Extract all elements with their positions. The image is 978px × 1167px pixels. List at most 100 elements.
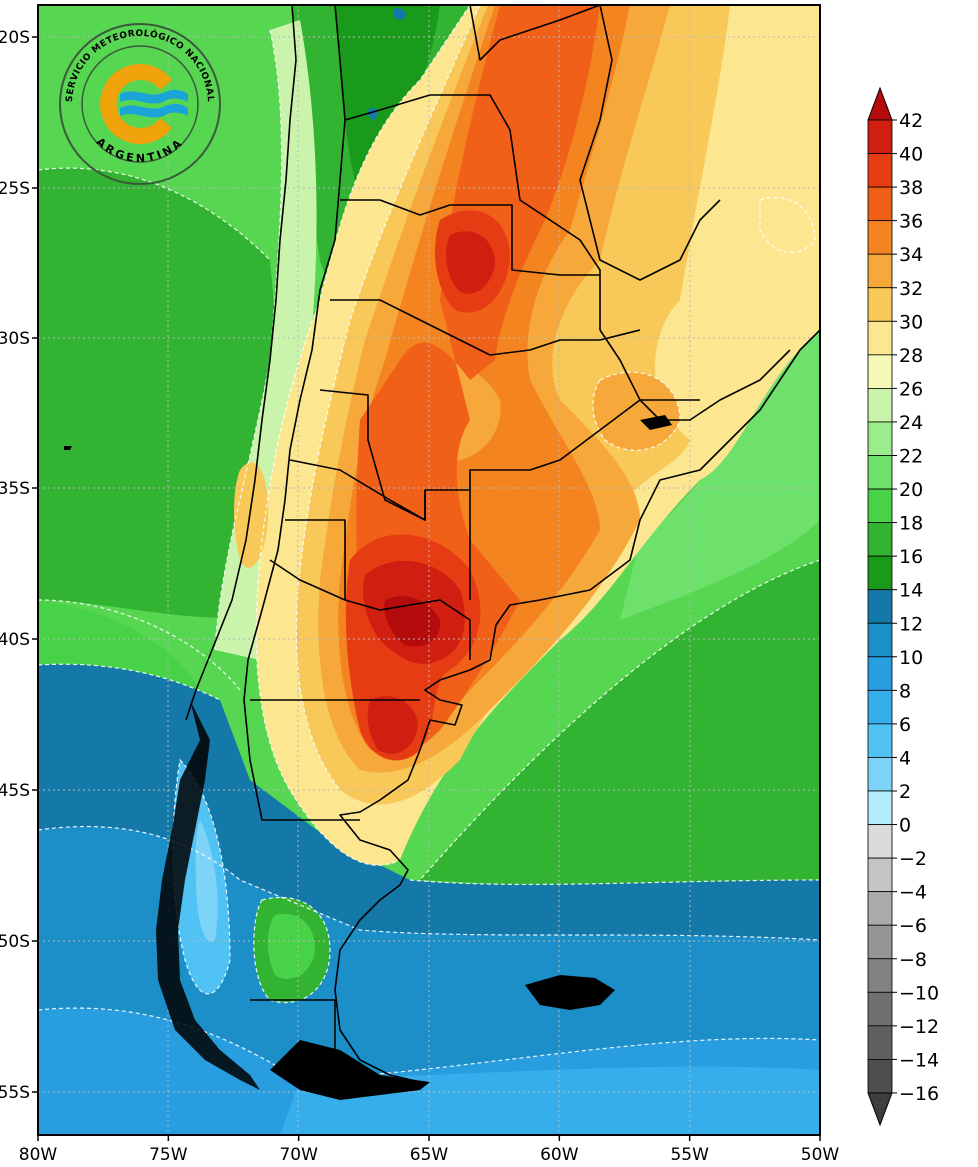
colorbar-segment — [867, 1025, 893, 1060]
colorbar-label: 14 — [899, 580, 923, 602]
lat-tick-label: 50S — [0, 932, 30, 952]
colorbar-label: 36 — [899, 211, 923, 233]
colorbar-label: 20 — [899, 479, 923, 501]
province-line-2 — [340, 199, 600, 276]
colorbar-segment — [867, 991, 893, 1027]
colorbar-segment — [867, 488, 893, 523]
andes-darkest-green — [335, 5, 440, 200]
colorbar-segment — [867, 891, 893, 926]
province-line-5 — [289, 459, 426, 521]
graticule — [38, 5, 820, 1135]
colorbar-segment — [867, 656, 893, 691]
colorbar-label: 16 — [899, 546, 923, 568]
lon-tick-label: 60W — [540, 1145, 579, 1163]
colorbar-segment — [867, 119, 893, 154]
logo-wave-2 — [120, 103, 188, 118]
colorbar-label: −8 — [899, 949, 927, 971]
colorbar-segment — [867, 555, 893, 591]
province-line-1 — [344, 94, 601, 330]
colorbar-segment — [867, 857, 893, 893]
map-panel — [38, 5, 820, 1135]
colorbar-label: 24 — [899, 412, 923, 434]
andes-lake-1 — [392, 8, 406, 20]
longitude-axis: 80W 75W 70W 65W 60W 55W 50W — [19, 1135, 840, 1165]
contour-lines — [38, 5, 820, 1081]
colorbar-label: 22 — [899, 446, 923, 468]
colorbar-segment — [867, 757, 893, 792]
patagonia-ice-core — [195, 820, 218, 942]
heat-38-north-inner — [446, 231, 495, 294]
colorbar-label: −12 — [899, 1016, 939, 1038]
lat-tick-label: 40S — [0, 630, 30, 650]
lon-tick-label: 75W — [149, 1145, 188, 1163]
lon-tick-label: 65W — [410, 1145, 449, 1163]
colorbar-segment — [867, 958, 893, 993]
colorbar-label: 28 — [899, 345, 923, 367]
colorbar-segment — [867, 1059, 893, 1094]
colorbar-label: 12 — [899, 613, 923, 635]
chile-argentina-border — [243, 5, 360, 821]
colorbar-label: −10 — [899, 982, 939, 1004]
colorbar-segment — [867, 924, 893, 960]
colorbar-label: 34 — [899, 244, 923, 266]
colorbar-label: 4 — [899, 747, 911, 769]
logo-c-shape — [100, 63, 172, 144]
lon-tick-label: 55W — [670, 1145, 709, 1163]
lat-tick-label: 30S — [0, 329, 30, 349]
heat-40-south — [367, 696, 418, 754]
latitude-axis: 20S 25S 30S 35S 40S 45S 50S 55S — [0, 28, 38, 1103]
bolivia-lines — [469, 5, 601, 61]
colorbar-segment — [867, 824, 893, 859]
lon-tick-label: 80W — [19, 1145, 58, 1163]
colorbar-segment — [867, 455, 893, 490]
colorbar-label: 32 — [899, 278, 923, 300]
temperature-colorbar: 424038363432302826242220181614121086420−… — [867, 86, 939, 1127]
colorbar-segment — [867, 253, 893, 289]
colorbar-label: 30 — [899, 311, 923, 333]
heat-42-central — [384, 596, 441, 647]
colorbar-segment — [867, 320, 893, 356]
colorbar-label: −6 — [899, 915, 927, 937]
pacific-coastline — [185, 5, 297, 721]
logo-outer-ring — [59, 23, 221, 185]
lat-tick-label: 45S — [0, 781, 30, 801]
colorbar-label: −16 — [899, 1083, 939, 1105]
colorbar-segment — [867, 723, 893, 758]
tierra-del-fuego — [270, 1040, 430, 1100]
colorbar-label: 2 — [899, 781, 911, 803]
colorbar-label: 38 — [899, 177, 923, 199]
colorbar-label: −4 — [899, 882, 927, 904]
colorbar-segment — [867, 790, 893, 825]
lat-tick-label: 55S — [0, 1083, 30, 1103]
colorbar-segment — [867, 522, 893, 557]
colorbar-segment — [867, 589, 893, 624]
colorbar-label: 10 — [899, 647, 923, 669]
colorbar-label: 18 — [899, 513, 923, 535]
falkland-islands — [525, 975, 615, 1010]
colorbar-label: 8 — [899, 680, 911, 702]
colorbar-segment — [867, 689, 893, 725]
colorbar-label: −2 — [899, 848, 927, 870]
colorbar-segment — [867, 354, 893, 389]
colorbar-segment — [867, 220, 893, 255]
province-line-3 — [330, 299, 641, 356]
province-line-7 — [269, 559, 346, 601]
colorbar-label: 42 — [899, 110, 923, 132]
colorbar-label: 0 — [899, 815, 911, 837]
colorbar-segment — [867, 622, 893, 658]
lat-tick-label: 20S — [0, 28, 30, 48]
logo-inner-ring — [81, 45, 199, 163]
lat-tick-label: 25S — [0, 179, 30, 199]
colorbar-label: −14 — [899, 1049, 939, 1071]
lon-tick-label: 50W — [801, 1145, 840, 1163]
logo-wave-1 — [120, 89, 188, 104]
lagoon-dot — [64, 446, 72, 450]
colorbar-extend-bottom — [867, 1092, 893, 1127]
bahia-blanca-island — [640, 415, 672, 430]
colorbar-segment — [867, 186, 893, 222]
colorbar-segment — [867, 421, 893, 456]
bolivia-paraguay-border — [579, 5, 721, 281]
colorbar-label: 40 — [899, 144, 923, 166]
province-line-6 — [285, 519, 471, 660]
